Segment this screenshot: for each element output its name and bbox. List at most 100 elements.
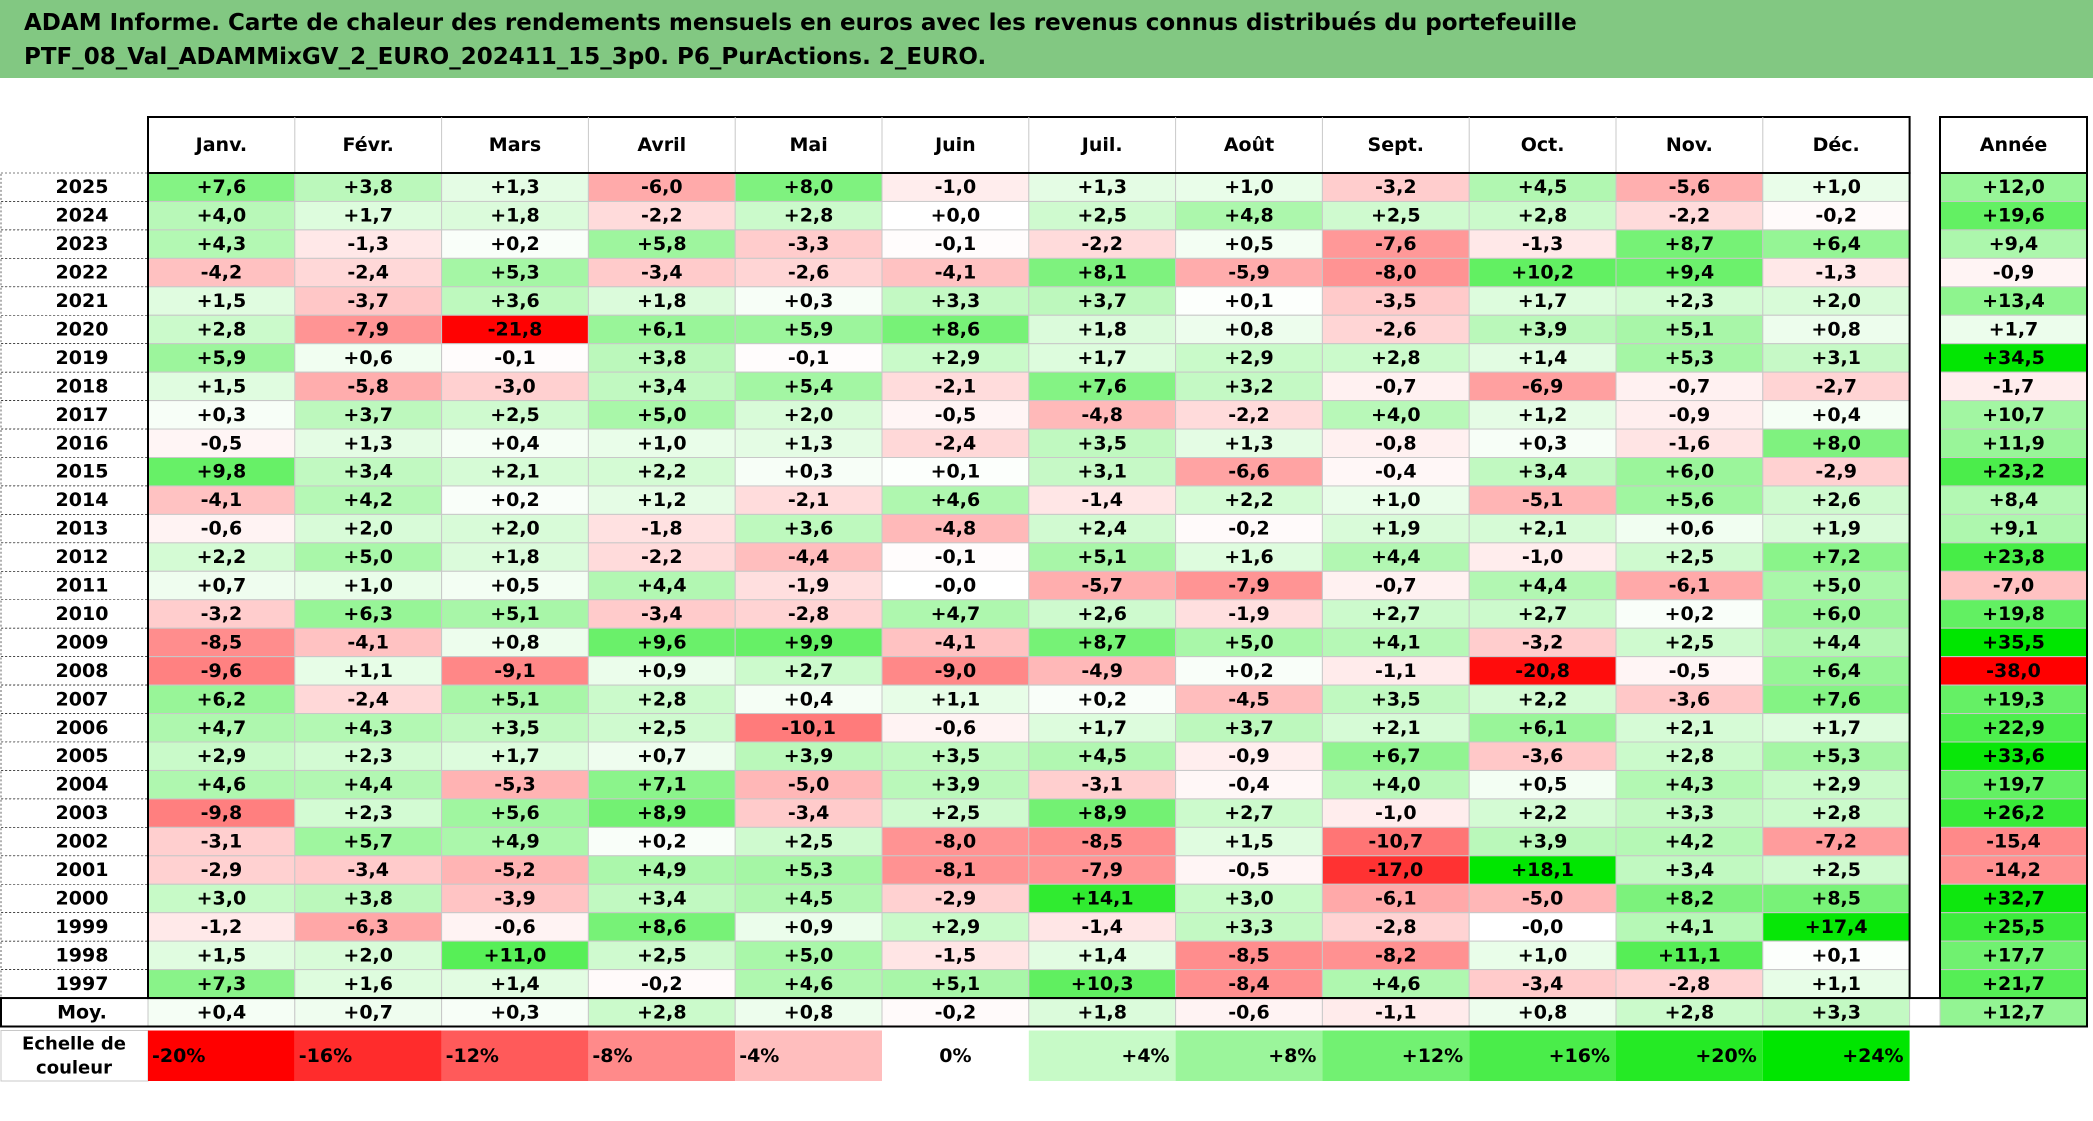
cell-value: +3,7: [343, 404, 393, 426]
cell-value: +0,1: [1224, 290, 1274, 312]
cell-value: +3,4: [637, 375, 687, 397]
cell-value: +3,6: [784, 518, 834, 540]
year-cell: [0, 741, 149, 771]
cell-value: -4,5: [1228, 688, 1270, 710]
cell-value: +2,5: [1371, 205, 1421, 227]
cell-value: -3,1: [201, 831, 243, 853]
annual-cell: [1939, 257, 2088, 288]
cell-value: +5,4: [784, 375, 834, 397]
cell-value: +8,7: [1077, 631, 1127, 653]
month-cell: [1321, 513, 1470, 544]
cell-value: -2,8: [1669, 973, 1711, 995]
cell-value: +0,3: [784, 461, 834, 483]
cell-value: +2,8: [197, 318, 247, 340]
month-cell: [734, 400, 883, 430]
cell-value: +3,0: [1224, 887, 1274, 909]
month-cell: [1028, 257, 1177, 288]
cell-value: +6,4: [1811, 660, 1861, 682]
month-cell: [1175, 400, 1323, 430]
cell-value: +1,9: [1811, 518, 1861, 540]
year-label: 2008: [56, 660, 109, 682]
month-cell: [734, 684, 883, 715]
annual-cell: [1939, 172, 2088, 202]
cell-value: -6,6: [1228, 461, 1270, 483]
cell-value: -4,1: [347, 631, 389, 653]
cell-value: +3,5: [1371, 688, 1421, 710]
month-cell: [1468, 656, 1617, 686]
cell-value: +2,5: [637, 717, 687, 739]
cell-value: +5,1: [490, 688, 540, 710]
cell-value: +3,8: [343, 887, 393, 909]
month-cell: [734, 855, 883, 885]
annual-cell: [1939, 570, 2088, 601]
month-cell: [441, 798, 589, 828]
cell-value: +1,5: [197, 375, 247, 397]
month-cell: [1615, 457, 1764, 487]
cell-value: +9,9: [784, 631, 834, 653]
month-header: Déc.: [1813, 134, 1860, 156]
month-cell: [1615, 257, 1764, 288]
average-cell: [147, 997, 296, 1027]
year-cell: [0, 570, 149, 601]
year-label: 2012: [56, 546, 109, 568]
annual-cell: [1939, 513, 2088, 544]
average-value: +3,3: [1811, 1001, 1861, 1023]
year-label: 2022: [56, 262, 109, 284]
month-cell: [881, 940, 1030, 971]
month-cell: [441, 940, 589, 971]
cell-value: +4,5: [784, 887, 834, 909]
month-cell: [1321, 713, 1470, 743]
cell-value: +1,5: [1224, 831, 1274, 853]
month-cell: [587, 485, 736, 515]
month-cell: [734, 940, 883, 971]
average-value: +0,7: [343, 1001, 393, 1023]
month-cell: [1028, 542, 1177, 572]
cell-value: +2,1: [1518, 518, 1568, 540]
cell-value: +5,0: [637, 404, 687, 426]
cell-value: +2,0: [343, 518, 393, 540]
year-cell: [0, 229, 149, 259]
month-cell: [1175, 485, 1323, 515]
year-cell: [0, 343, 149, 373]
cell-value: +6,2: [197, 688, 247, 710]
scale-stop-label: -16%: [299, 1045, 352, 1067]
scale-stop-label: +8%: [1268, 1045, 1316, 1067]
month-cell: [441, 969, 589, 999]
month-cell: [1175, 826, 1323, 857]
month-cell: [881, 969, 1030, 999]
cell-value: +2,7: [1224, 802, 1274, 824]
cell-value: +2,6: [1077, 603, 1127, 625]
annual-value: -38,0: [1986, 660, 2041, 682]
year-label: 2017: [56, 404, 109, 426]
scale-stop-label: +20%: [1695, 1045, 1756, 1067]
month-cell: [1028, 826, 1177, 857]
month-cell: [881, 627, 1030, 658]
month-cell: [1028, 200, 1177, 231]
cell-value: -1,1: [1375, 660, 1417, 682]
month-cell: [1468, 940, 1617, 971]
month-cell: [1028, 769, 1177, 800]
month-cell: [1028, 940, 1177, 971]
cell-value: +3,3: [1665, 802, 1715, 824]
cell-value: +0,2: [1077, 688, 1127, 710]
year-label: 2002: [56, 831, 109, 853]
cell-value: -0,5: [1669, 660, 1711, 682]
cell-value: +6,7: [1371, 745, 1421, 767]
cell-value: -0,7: [1669, 375, 1711, 397]
month-cell: [1615, 684, 1764, 715]
cell-value: -1,9: [1228, 603, 1270, 625]
month-cell: [1028, 343, 1177, 373]
cell-value: +1,2: [1518, 404, 1568, 426]
cell-value: -0,1: [494, 347, 536, 369]
cell-value: +6,0: [1811, 603, 1861, 625]
cell-value: -4,8: [935, 518, 977, 540]
cell-value: +6,1: [637, 318, 687, 340]
cell-value: -4,2: [201, 262, 243, 284]
month-cell: [734, 599, 883, 629]
annual-value: +35,5: [1982, 631, 2045, 653]
cell-value: +9,4: [1665, 262, 1715, 284]
month-cell: [1321, 485, 1470, 515]
cell-value: +5,8: [637, 233, 687, 255]
month-cell: [1321, 741, 1470, 771]
cell-value: +8,9: [637, 802, 687, 824]
